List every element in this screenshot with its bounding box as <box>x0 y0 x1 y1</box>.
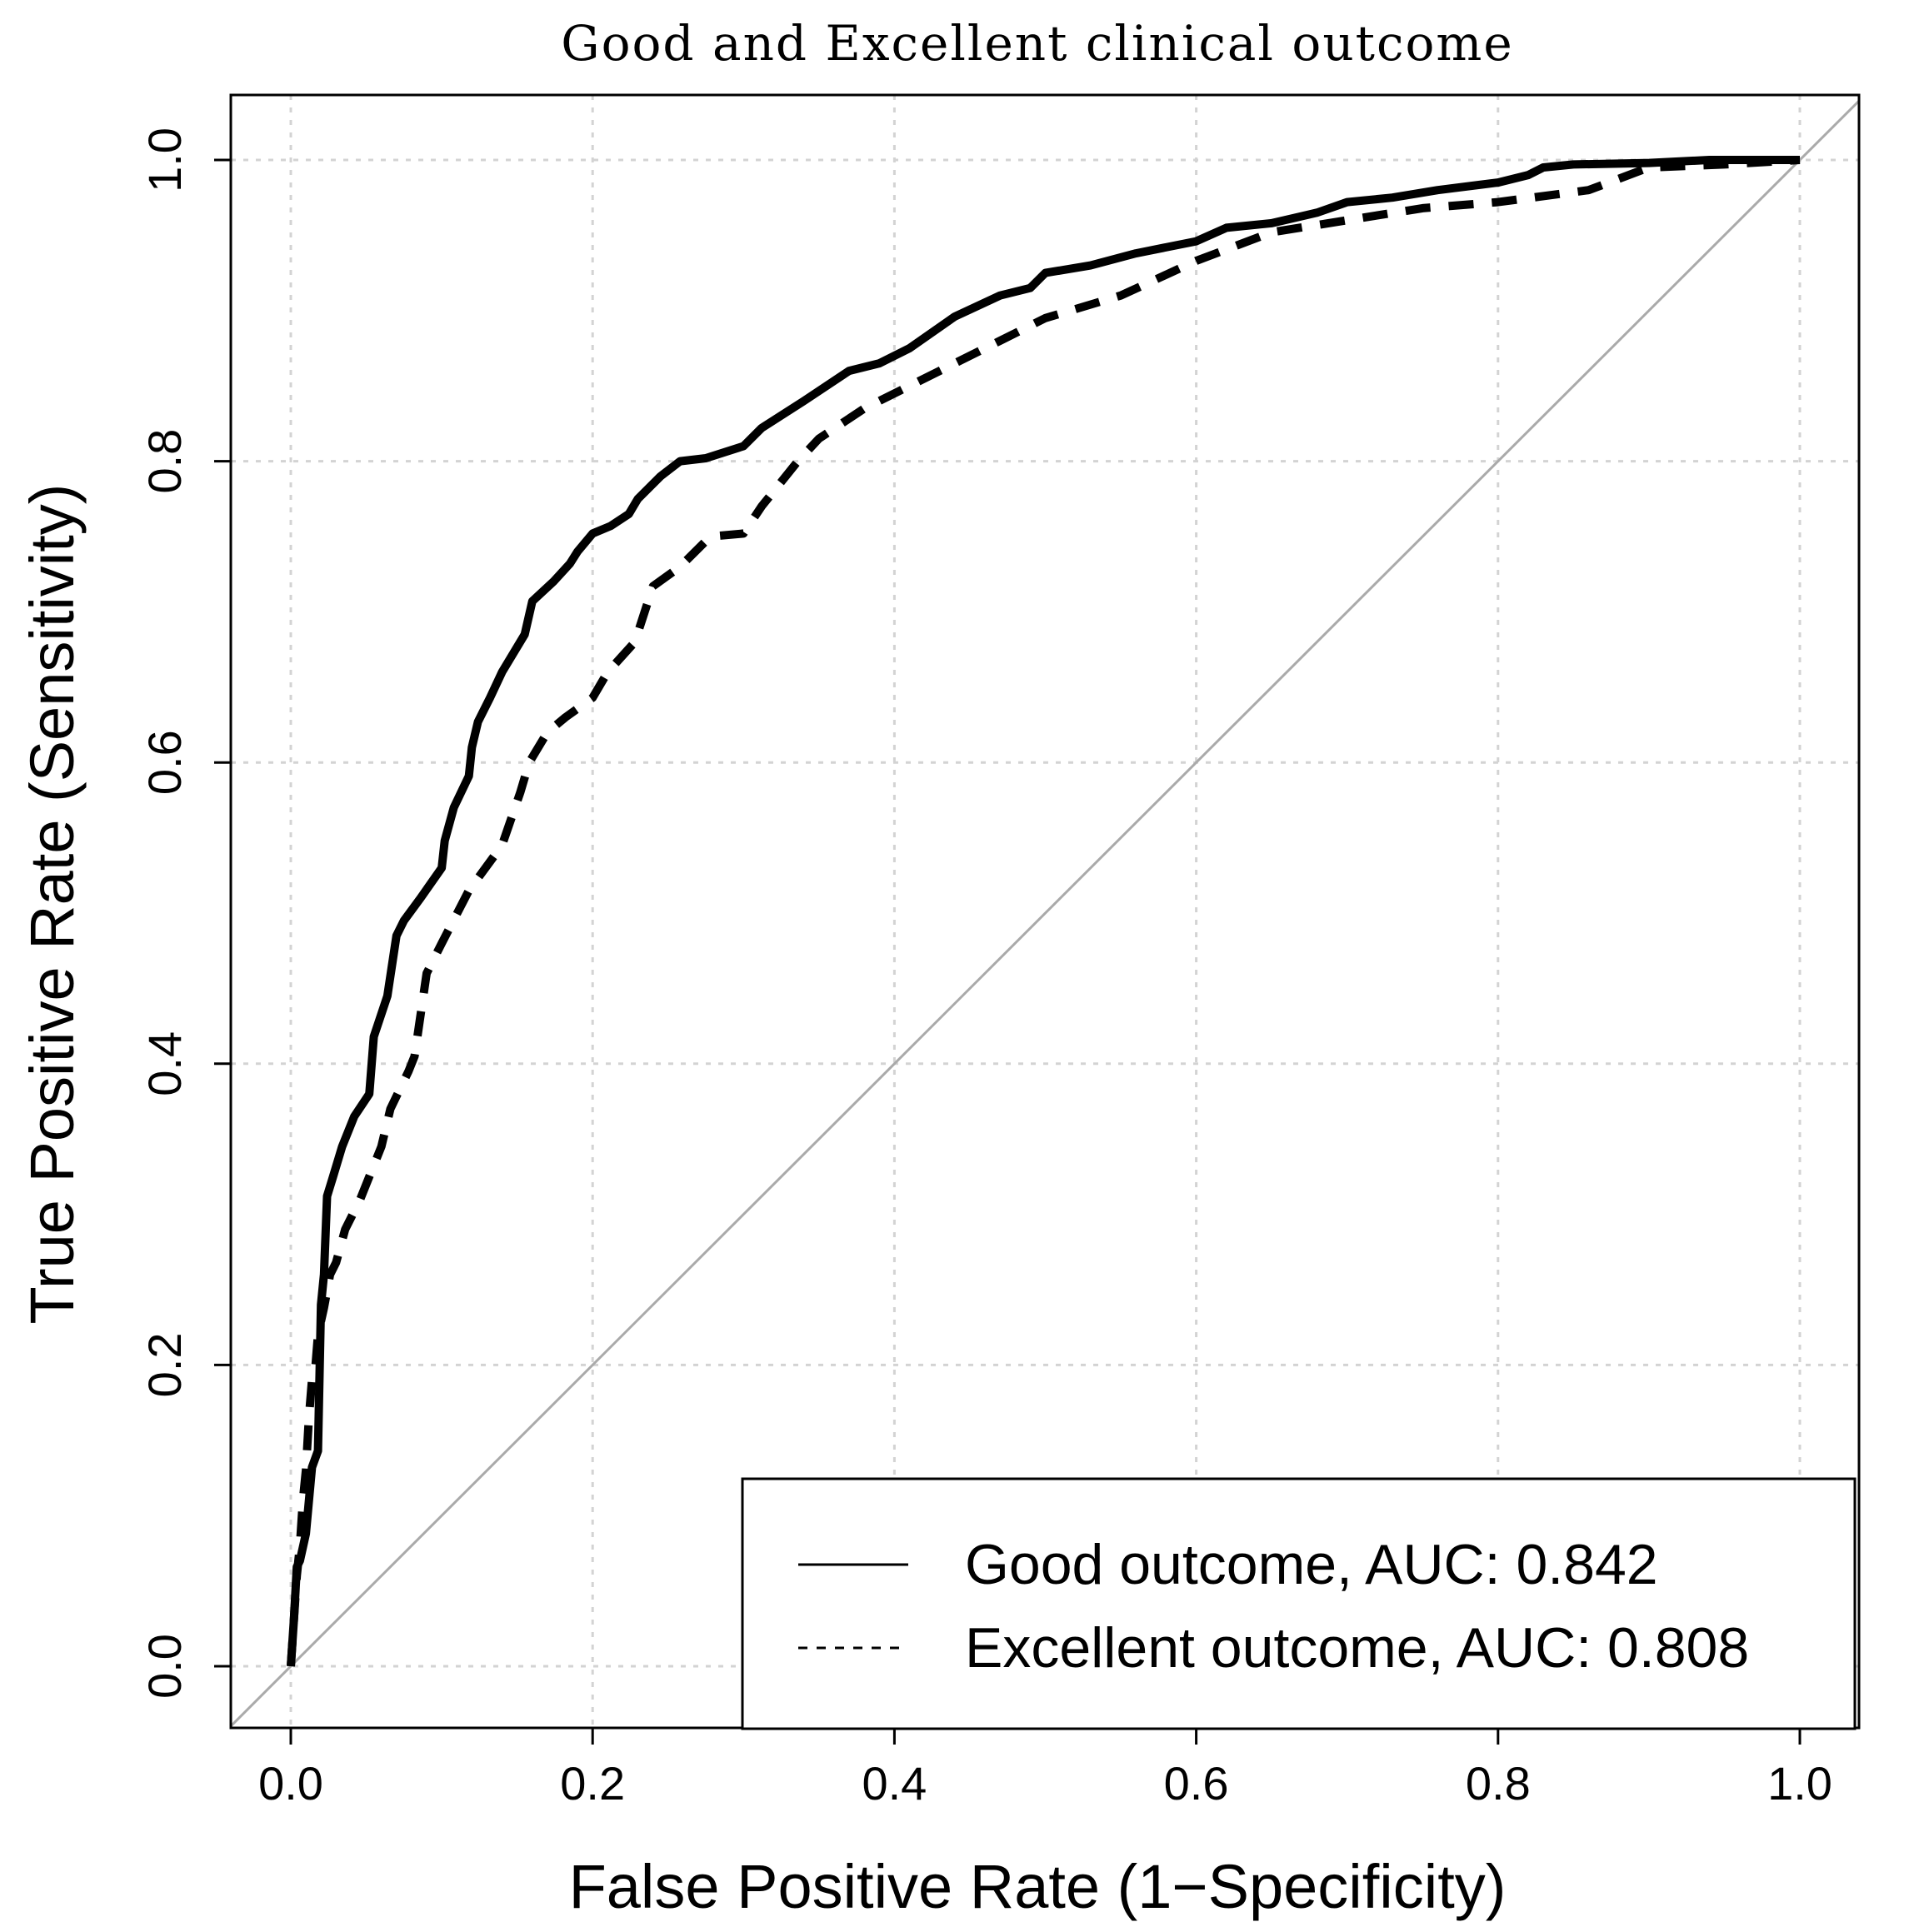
legend-label-excellent-outcome: Excellent outcome, AUC: 0.808 <box>965 1616 1749 1680</box>
y-axis: 0.0 0.2 0.4 0.6 0.8 1.0 <box>138 127 231 1699</box>
x-tick-label: 0.0 <box>258 1757 323 1810</box>
chance-diagonal-line <box>229 100 1861 1727</box>
y-tick-label: 0.8 <box>138 429 191 494</box>
y-tick-label: 0.0 <box>138 1634 191 1699</box>
y-tick-label: 0.2 <box>138 1332 191 1397</box>
y-tick-label: 1.0 <box>138 127 191 192</box>
excellent-outcome-roc-curve <box>287 156 1801 1667</box>
legend-label-good-outcome: Good outcome, AUC: 0.842 <box>965 1533 1658 1596</box>
x-tick-label: 0.6 <box>1164 1757 1229 1810</box>
x-axis: 0.0 0.2 0.4 0.6 0.8 1.0 <box>258 1728 1832 1810</box>
x-axis-label: False Positive Rate (1−Specificity) <box>569 1852 1507 1921</box>
x-tick-label: 0.4 <box>862 1757 927 1810</box>
series-layer <box>287 156 1801 1667</box>
y-tick-label: 0.4 <box>138 1031 191 1096</box>
y-tick-label: 0.6 <box>138 730 191 795</box>
legend: Good outcome, AUC: 0.842 Excellent outco… <box>741 1477 1857 1730</box>
good-outcome-roc-curve <box>287 156 1800 1667</box>
x-tick-label: 1.0 <box>1767 1757 1832 1810</box>
chart-title: Good and Excellent clinical outcome <box>561 15 1513 72</box>
x-tick-label: 0.2 <box>560 1757 625 1810</box>
y-axis-label: True Positive Rate (Sensitivity) <box>17 484 87 1325</box>
legend-box <box>741 1477 1857 1730</box>
x-tick-label: 0.8 <box>1466 1757 1531 1810</box>
